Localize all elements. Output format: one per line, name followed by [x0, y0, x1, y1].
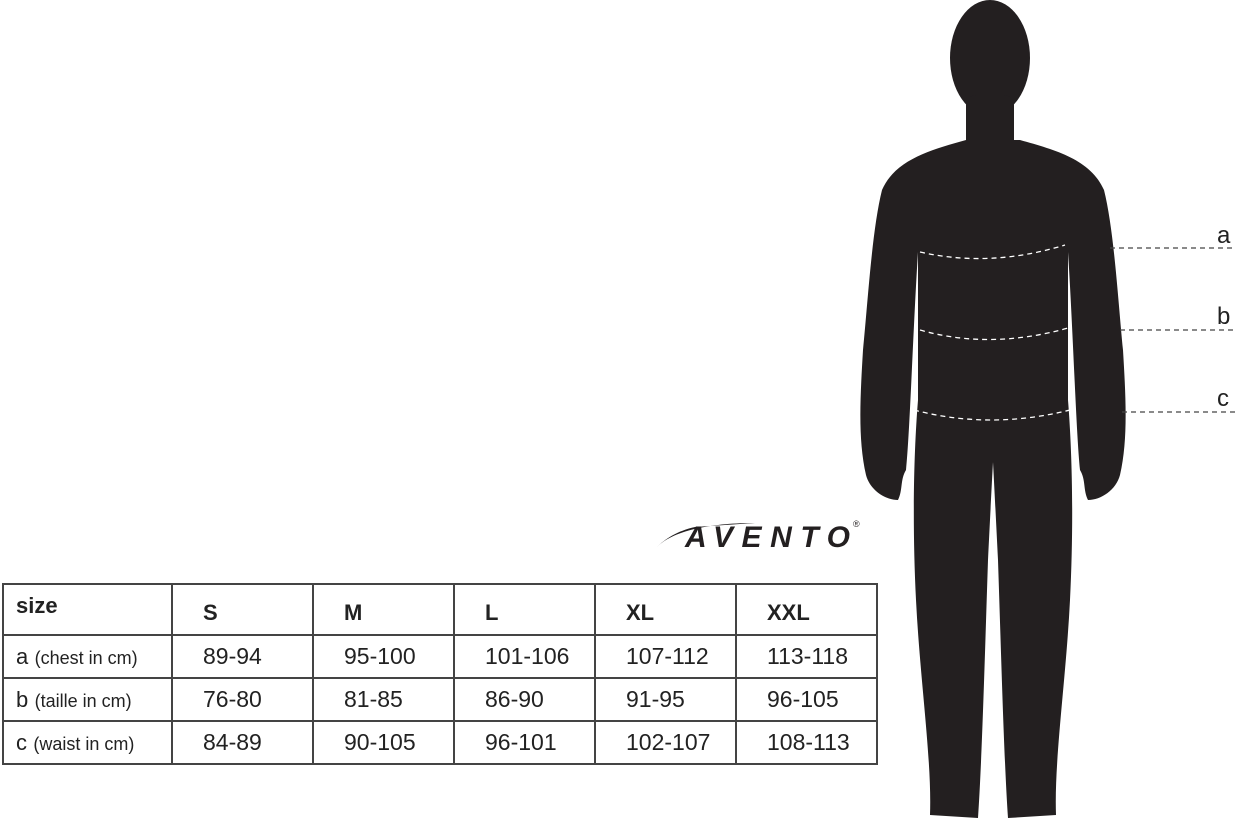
header-xxl: XXL	[735, 583, 878, 636]
registered-mark: ®	[853, 519, 860, 529]
measure-label-c: c	[1217, 385, 1229, 412]
chest-line	[919, 244, 1066, 260]
table-row: a (chest in cm) 89-94 95-100 101-106 107…	[2, 634, 878, 679]
table-cell: 101-106	[453, 634, 596, 679]
table-cell: 95-100	[312, 634, 455, 679]
table-row: c (waist in cm) 84-89 90-105 96-101 102-…	[2, 720, 878, 765]
table-cell: 102-107	[594, 720, 737, 765]
table-cell: 113-118	[735, 634, 878, 679]
table-cell: 76-80	[171, 677, 314, 722]
row-label: b (taille in cm)	[2, 677, 173, 722]
header-m: M	[312, 583, 455, 636]
header-xl: XL	[594, 583, 737, 636]
table-cell: 91-95	[594, 677, 737, 722]
logo-text: AVENTO	[684, 521, 850, 554]
taille-line	[919, 327, 1069, 341]
table-header-row: size S M L XL XXL	[2, 583, 878, 636]
measure-label-a: a	[1217, 222, 1231, 249]
table-cell: 107-112	[594, 634, 737, 679]
waist-line	[913, 409, 1071, 421]
table-cell: 84-89	[171, 720, 314, 765]
header-s: S	[171, 583, 314, 636]
table-cell: 96-101	[453, 720, 596, 765]
table-cell: 89-94	[171, 634, 314, 679]
header-size: size	[2, 583, 173, 636]
table-cell: 96-105	[735, 677, 878, 722]
table-cell: 90-105	[312, 720, 455, 765]
header-l: L	[453, 583, 596, 636]
table-cell: 108-113	[735, 720, 878, 765]
row-label: a (chest in cm)	[2, 634, 173, 679]
table-cell: 81-85	[312, 677, 455, 722]
avento-logo: AVENTO ®	[655, 515, 865, 560]
measure-label-b: b	[1217, 303, 1231, 330]
row-label: c (waist in cm)	[2, 720, 173, 765]
size-table: size S M L XL XXL a (chest in cm) 89-94 …	[2, 583, 878, 765]
table-row: b (taille in cm) 76-80 81-85 86-90 91-95…	[2, 677, 878, 722]
table-cell: 86-90	[453, 677, 596, 722]
